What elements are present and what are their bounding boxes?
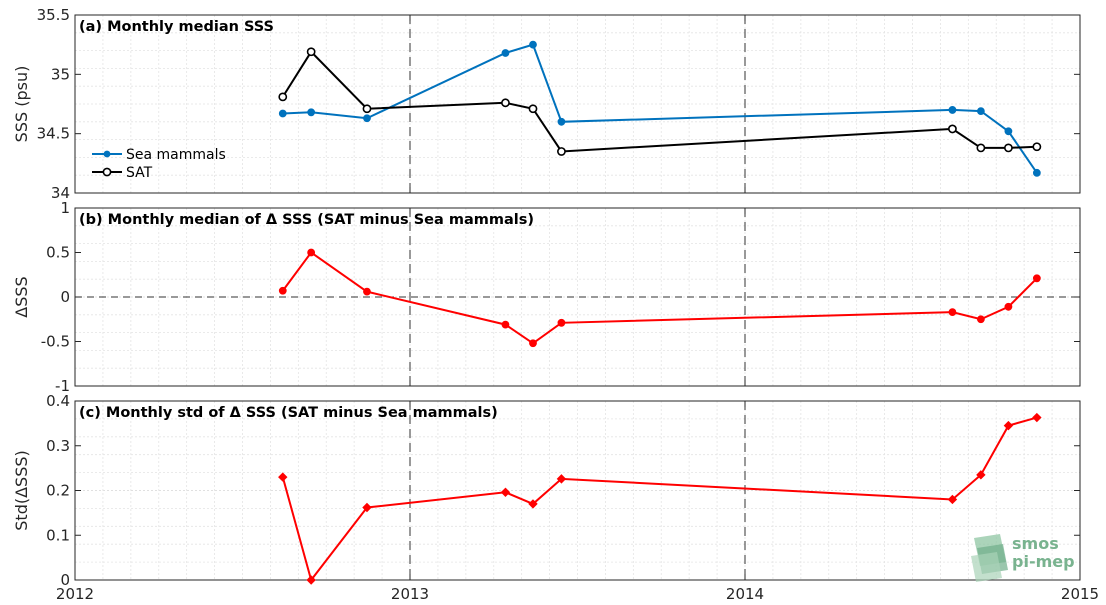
logo-mark-icon (971, 534, 1008, 582)
y-tick-label: 34.5 (37, 125, 70, 143)
data-point (363, 114, 371, 123)
y-tick-label: 0.1 (46, 526, 70, 544)
y-tick-label: 35 (51, 65, 70, 83)
data-point (1004, 143, 1013, 153)
chart-panels: 34 34.5 35 35.5 SSS (psu) (a) Monthly median … (12, 6, 1099, 603)
data-point (1032, 168, 1041, 177)
panel-title: (b) Monthly median of Δ SSS (SAT minus S… (79, 212, 534, 228)
data-point (1032, 142, 1042, 152)
data-point (501, 320, 510, 329)
series-line (281, 416, 1038, 583)
data-point (528, 104, 538, 114)
data-point (976, 470, 986, 480)
data-point (307, 108, 316, 117)
data-point (948, 106, 957, 114)
y-axis-label: SSS (psu) (12, 66, 31, 143)
panel-title: (c) Monthly std of Δ SSS (SAT minus Sea … (79, 405, 498, 421)
logo-line-1: smos (1012, 534, 1059, 553)
x-tick-label: 2013 (391, 585, 429, 603)
y-tick-label: -0.5 (41, 333, 70, 351)
panel-2: -1 -0.5 0 0.5 1 ΔSSS (b) Monthly median of Δ S… (12, 199, 1081, 395)
data-point (363, 287, 371, 296)
series-2 (278, 47, 1042, 156)
y-tick-label: 0 (60, 288, 70, 306)
data-point (557, 147, 566, 156)
data-point (278, 92, 288, 102)
series-1 (278, 248, 1041, 348)
legend-entry-label: SAT (126, 165, 153, 181)
y-tick-label: -1 (55, 377, 70, 395)
data-point (500, 487, 511, 497)
panel-3: 0 0.1 0.2 0.3 0.4 2012 2013 2014 2015 Std(ΔSSS) (c… (12, 392, 1099, 603)
y-axis-label: Std(ΔSSS) (12, 450, 31, 530)
data-point (557, 117, 566, 126)
y-tick-label: 1 (60, 199, 70, 217)
data-point (529, 40, 537, 49)
data-point (501, 49, 510, 57)
logo-line-2: pi-mep (1012, 552, 1075, 571)
data-point (557, 318, 566, 327)
data-point (948, 124, 957, 134)
data-point (1003, 420, 1014, 431)
data-point (976, 143, 986, 153)
data-point (529, 339, 537, 348)
legend: Sea mammals SAT (92, 147, 226, 181)
data-point (947, 494, 958, 505)
axes-frame (74, 14, 1081, 194)
x-tick-label: 2014 (726, 585, 764, 603)
data-point (278, 472, 288, 482)
x-tick-label: 2012 (56, 585, 94, 603)
data-point (501, 98, 510, 108)
data-point (1032, 274, 1041, 283)
y-axis-label: ΔSSS (12, 276, 31, 317)
smos-pimep-logo: smos pi-mep (971, 534, 1075, 582)
y-tick-label: 0 (60, 571, 70, 589)
data-point (1004, 302, 1013, 311)
y-tick-label: 35.5 (37, 6, 70, 24)
data-point (976, 315, 985, 324)
data-point (278, 286, 287, 295)
legend-swatch-marker (102, 167, 112, 177)
data-point (362, 502, 372, 513)
panel-title: (a) Monthly median SSS (79, 19, 274, 35)
data-point (306, 575, 316, 585)
y-tick-label: 0.2 (46, 482, 70, 500)
data-point (362, 104, 372, 114)
series-line (282, 43, 1038, 174)
data-point (948, 308, 957, 317)
data-point (1032, 412, 1042, 423)
y-tick-label: 0.3 (46, 437, 70, 455)
series-1 (278, 40, 1041, 177)
data-point (556, 474, 567, 484)
y-tick-label: 0.5 (46, 244, 70, 262)
series-1 (278, 412, 1042, 585)
x-tick-label: 2015 (1061, 585, 1099, 603)
data-point (1004, 127, 1013, 136)
data-point (278, 109, 287, 118)
data-point (976, 107, 985, 116)
series-line (281, 251, 1038, 345)
panel-1: 34 34.5 35 35.5 SSS (psu) (a) Monthly median … (12, 6, 1081, 202)
y-tick-label: 34 (51, 184, 70, 202)
data-point (528, 499, 538, 509)
series-line (281, 50, 1037, 153)
data-point (306, 47, 316, 57)
legend-swatch-marker (103, 150, 111, 158)
y-tick-label: 0.4 (46, 392, 70, 410)
data-point (307, 248, 316, 257)
legend-entry-label: Sea mammals (126, 147, 226, 163)
